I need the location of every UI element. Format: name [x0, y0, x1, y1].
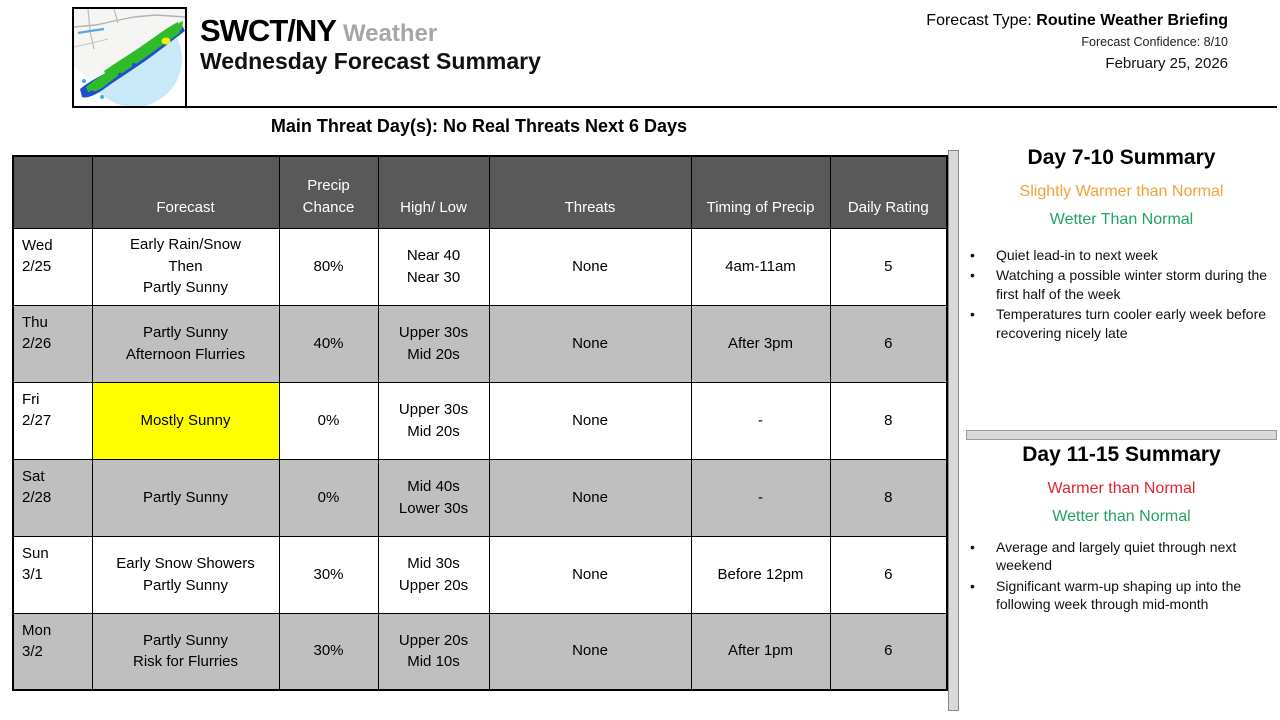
table-row-sun: Sun 3/1 Early Snow Showers Partly Sunny … — [12, 535, 948, 614]
timing-cell: 4am-11am — [690, 227, 831, 306]
day-cell: Wed 2/25 — [12, 227, 93, 306]
high-low-cell: Upper 30s Mid 20s — [377, 304, 490, 383]
bullet-item: • Average and largely quiet through next… — [966, 538, 1277, 575]
table-row-thu: Thu 2/26 Partly Sunny Afternoon Flurries… — [12, 304, 948, 383]
bullet-marker: • — [970, 247, 975, 263]
precip-outlook: Wetter than Normal — [1052, 508, 1191, 525]
table-row-sat: Sat 2/28 Partly Sunny 0% Mid 40s Lower 3… — [12, 458, 948, 537]
summary-title: Day 11-15 Summary — [1022, 443, 1221, 466]
radar-map-logo — [72, 7, 187, 108]
forecast-cell: Partly Sunny Afternoon Flurries — [91, 304, 280, 383]
threats-cell: None — [488, 458, 692, 537]
high-low-cell: Mid 30s Upper 20s — [377, 535, 490, 614]
high-low-cell: Upper 30s Mid 20s — [377, 381, 490, 460]
radar-map-icon — [74, 9, 185, 106]
forecast-cell: Early Snow Showers Partly Sunny — [91, 535, 280, 614]
header-meta: Forecast Type: Routine Weather Briefing … — [926, 12, 1228, 72]
bullet-text: Temperatures turn cooler early week befo… — [996, 306, 1267, 341]
col-timing: Timing of Precip — [690, 155, 831, 229]
day-cell: Thu 2/26 — [12, 304, 93, 383]
bullet-marker: • — [970, 539, 975, 555]
rating-cell: 6 — [829, 612, 948, 691]
precip-cell: 0% — [278, 381, 379, 460]
rating-cell: 8 — [829, 458, 948, 537]
threats-cell: None — [488, 304, 692, 383]
table-row-fri: Fri 2/27 Mostly Sunny 0% Upper 30s Mid 2… — [12, 381, 948, 460]
forecast-cell: Partly Sunny Risk for Flurries — [91, 612, 280, 691]
day-cell: Sat 2/28 — [12, 458, 93, 537]
table-row-mon: Mon 3/2 Partly Sunny Risk for Flurries 3… — [12, 612, 948, 691]
summary-divider-bar — [966, 430, 1277, 440]
day-cell: Sun 3/1 — [12, 535, 93, 614]
col-threats: Threats — [488, 155, 692, 229]
main-threat-heading: Main Threat Day(s): No Real Threats Next… — [270, 116, 688, 136]
high-low-cell: Near 40 Near 30 — [377, 227, 490, 306]
precip-outlook: Wetter Than Normal — [1049, 211, 1194, 228]
summary-bullet-list: • Average and largely quiet through next… — [966, 538, 1277, 614]
bullet-item: • Temperatures turn cooler early week be… — [966, 305, 1277, 342]
precip-cell: 0% — [278, 458, 379, 537]
rating-cell: 6 — [829, 304, 948, 383]
bullet-text: Quiet lead-in to next week — [996, 247, 1158, 263]
bullet-item: • Watching a possible winter storm durin… — [966, 266, 1277, 303]
forecast-type-line: Forecast Type: Routine Weather Briefing — [926, 12, 1228, 30]
precip-cell: 30% — [278, 612, 379, 691]
timing-cell: - — [690, 381, 831, 460]
bullet-item: • Quiet lead-in to next week — [966, 246, 1277, 264]
temperature-outlook: Slightly Warmer than Normal — [1019, 183, 1224, 200]
rating-cell: 5 — [829, 227, 948, 306]
threats-cell: None — [488, 612, 692, 691]
timing-cell: - — [690, 458, 831, 537]
col-precip-chance: Precip Chance — [278, 155, 379, 229]
timing-cell: After 1pm — [690, 612, 831, 691]
forecast-table: Forecast Precip Chance High/ Low Threats… — [12, 155, 948, 691]
table-row-wed: Wed 2/25 Early Rain/Snow Then Partly Sun… — [12, 227, 948, 306]
forecast-cell: Partly Sunny — [91, 458, 280, 537]
forecast-type-label: Forecast Type: — [926, 12, 1037, 29]
briefing-date: February 25, 2026 — [1105, 55, 1228, 72]
day-cell: Fri 2/27 — [12, 381, 93, 460]
col-day — [12, 155, 93, 229]
bullet-text: Watching a possible winter storm during … — [996, 267, 1268, 302]
header-divider-line — [72, 106, 1277, 108]
col-high-low: High/ Low — [377, 155, 490, 229]
timing-cell: After 3pm — [690, 304, 831, 383]
bullet-text: Average and largely quiet through next w… — [996, 539, 1237, 574]
bullet-marker: • — [970, 306, 975, 323]
threats-cell: None — [488, 227, 692, 306]
bullet-item: • Significant warm-up shaping up into th… — [966, 577, 1277, 614]
high-low-cell: Upper 20s Mid 10s — [377, 612, 490, 691]
bullet-marker: • — [970, 267, 975, 284]
day-11-15-summary-section: Day 11-15 Summary Warmer than Normal Wet… — [966, 443, 1277, 616]
summary-title: Day 7-10 Summary — [1027, 146, 1216, 169]
table-header-row: Forecast Precip Chance High/ Low Threats… — [12, 155, 948, 229]
timing-cell: Before 12pm — [690, 535, 831, 614]
slide-subtitle: Wednesday Forecast Summary — [200, 48, 541, 74]
day-7-10-summary-section: Day 7-10 Summary Slightly Warmer than No… — [966, 146, 1277, 344]
precip-cell: 80% — [278, 227, 379, 306]
forecast-cell: Early Rain/Snow Then Partly Sunny — [91, 227, 280, 306]
precip-cell: 40% — [278, 304, 379, 383]
vertical-scrollbar[interactable] — [948, 150, 959, 711]
brand-name: SWCT/NY — [200, 13, 337, 48]
bullet-marker: • — [970, 577, 975, 594]
forecast-cell-highlighted: Mostly Sunny — [91, 381, 280, 460]
forecast-confidence: Forecast Confidence: 8/10 — [1081, 35, 1228, 49]
temperature-outlook: Warmer than Normal — [1047, 480, 1196, 497]
summary-bullet-list: • Quiet lead-in to next week • Watching … — [966, 246, 1277, 342]
forecast-type-value: Routine Weather Briefing — [1036, 12, 1228, 29]
col-daily-rating: Daily Rating — [829, 155, 948, 229]
bullet-text: Significant warm-up shaping up into the … — [996, 577, 1242, 613]
col-forecast: Forecast — [91, 155, 280, 229]
brand-suffix: Weather — [342, 20, 438, 47]
brand-title: SWCT/NY Weather — [200, 13, 437, 49]
threats-cell: None — [488, 535, 692, 614]
threats-cell: None — [488, 381, 692, 460]
day-cell: Mon 3/2 — [12, 612, 93, 691]
high-low-cell: Mid 40s Lower 30s — [377, 458, 490, 537]
precip-cell: 30% — [278, 535, 379, 614]
rating-cell: 6 — [829, 535, 948, 614]
rating-cell: 8 — [829, 381, 948, 460]
